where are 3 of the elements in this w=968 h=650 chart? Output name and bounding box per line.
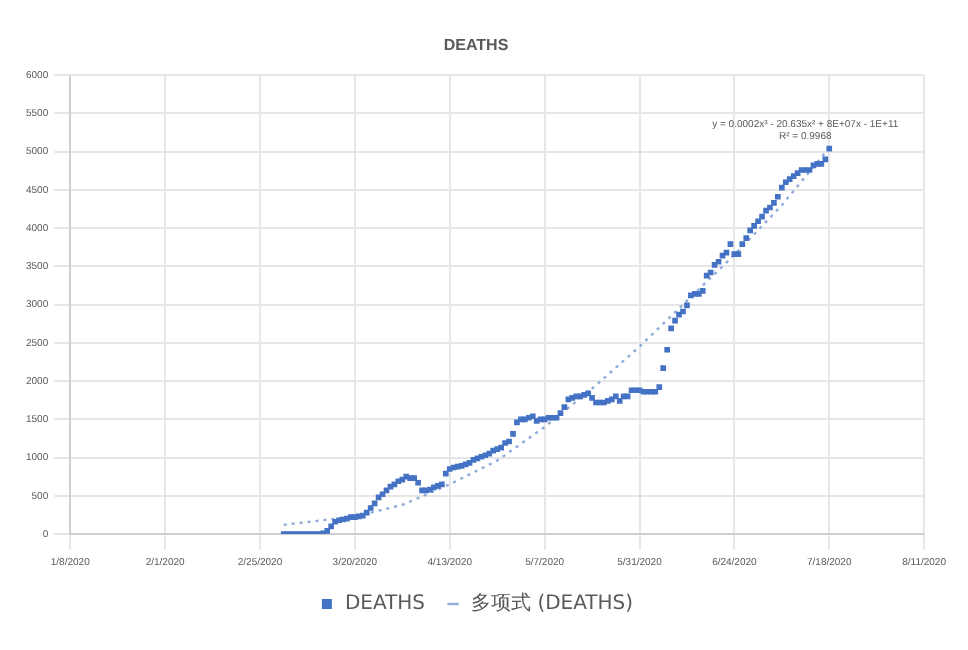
chart-title: DEATHS bbox=[443, 36, 510, 55]
legend-label: DEATHS bbox=[344, 593, 426, 616]
legend-label: 多项式 (DEATHS) bbox=[471, 591, 634, 616]
